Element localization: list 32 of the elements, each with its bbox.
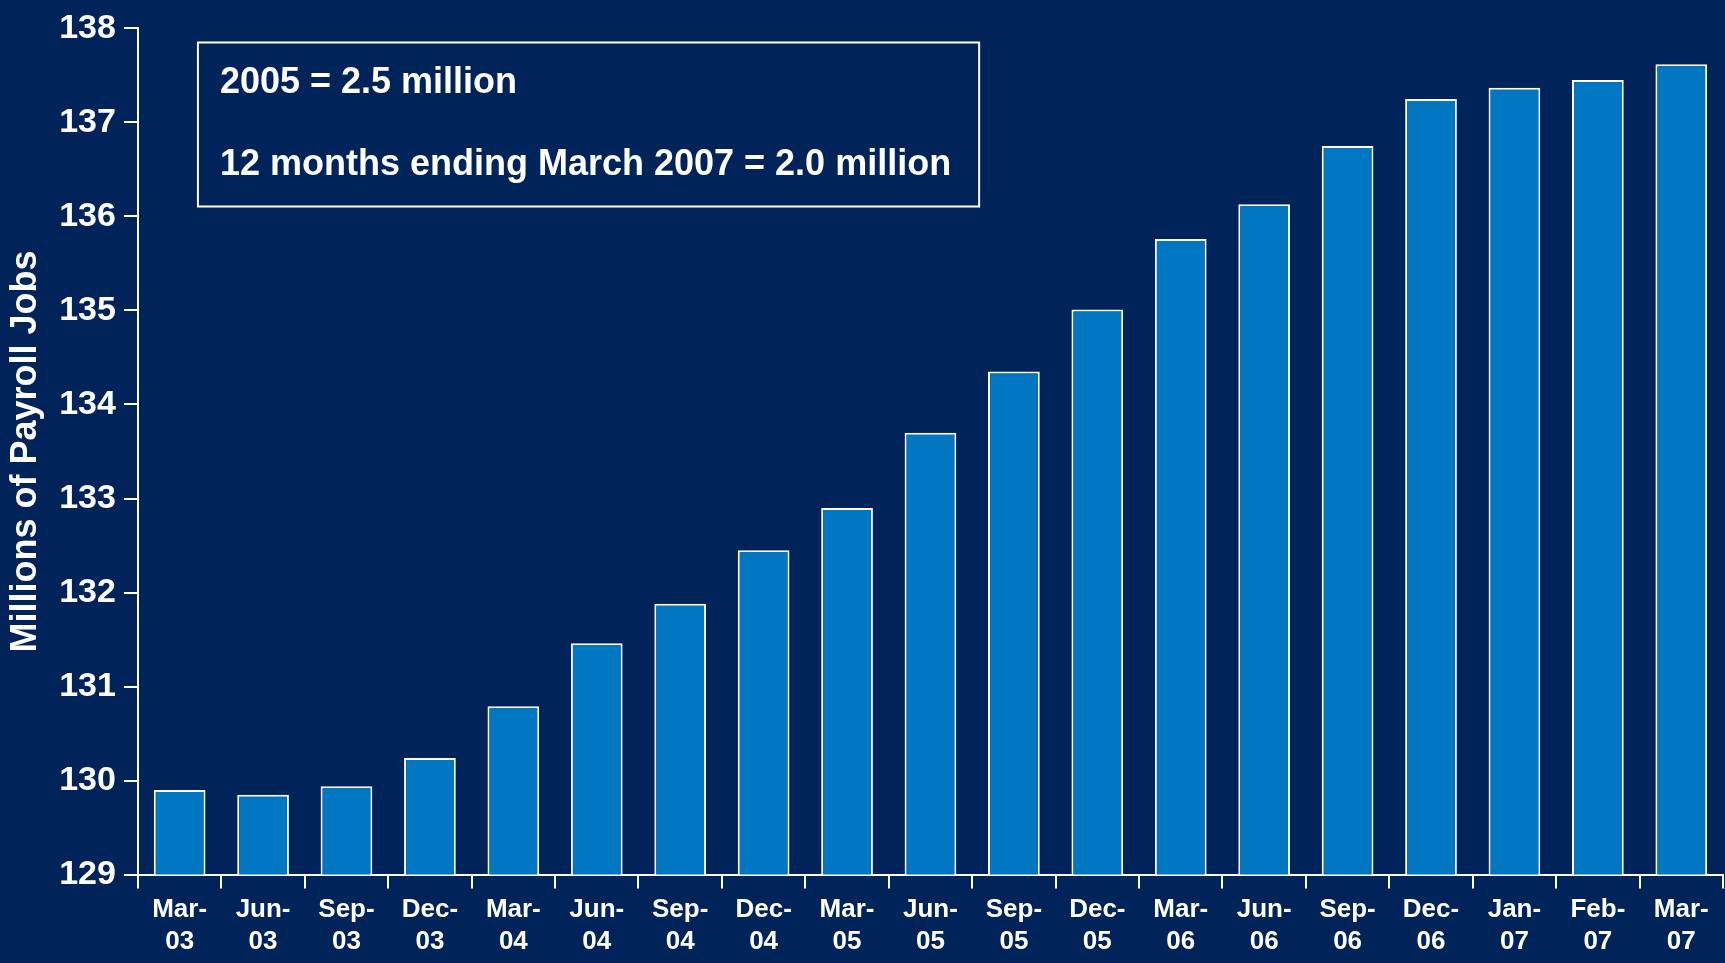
y-tick-label: 135 xyxy=(59,288,116,327)
x-tick-label: Jan-07 xyxy=(1487,893,1542,955)
x-tick-label: Dec-03 xyxy=(401,893,459,955)
x-tick-label: Dec-05 xyxy=(1069,893,1126,955)
x-tick-label: Dec-04 xyxy=(735,893,792,955)
x-tick-label: Jun-05 xyxy=(903,893,958,955)
y-tick-label: 138 xyxy=(59,6,116,45)
x-tick-label: Dec-06 xyxy=(1402,893,1460,955)
x-tick-label: Mar-03 xyxy=(152,893,208,955)
x-tick-label: Mar-04 xyxy=(485,893,541,955)
x-tick-label: Sep-04 xyxy=(652,893,709,955)
x-tick-label: Jun-03 xyxy=(235,893,291,955)
x-tick-label: Mar-05 xyxy=(819,893,875,955)
y-tick-label: 133 xyxy=(59,476,116,515)
x-tick-label: Mar-06 xyxy=(1153,893,1209,955)
x-tick-label: Sep-03 xyxy=(318,893,375,955)
y-tick-label: 134 xyxy=(59,382,117,421)
x-tick-label: Sep-06 xyxy=(1319,893,1376,955)
annotation: 12 months ending March 2007 = 2.0 million xyxy=(219,142,952,184)
y-tick-label: 136 xyxy=(59,194,116,233)
y-tick-label: 132 xyxy=(59,570,116,609)
y-tick-label: 129 xyxy=(59,852,116,891)
x-tick-label: Feb-07 xyxy=(1570,893,1626,955)
annotation: 2005 = 2.5 million xyxy=(219,60,518,102)
y-tick-label: 130 xyxy=(59,758,116,797)
x-tick-label: Mar-07 xyxy=(1653,893,1709,955)
x-tick-label: Sep-05 xyxy=(985,893,1043,955)
y-axis-title: Millions of Payroll Jobs xyxy=(2,250,44,653)
x-tick-label: Jun-06 xyxy=(1236,893,1292,955)
x-tick-label: Jun-04 xyxy=(569,893,625,955)
y-tick-label: 137 xyxy=(59,100,116,139)
y-tick-label: 131 xyxy=(59,664,116,703)
